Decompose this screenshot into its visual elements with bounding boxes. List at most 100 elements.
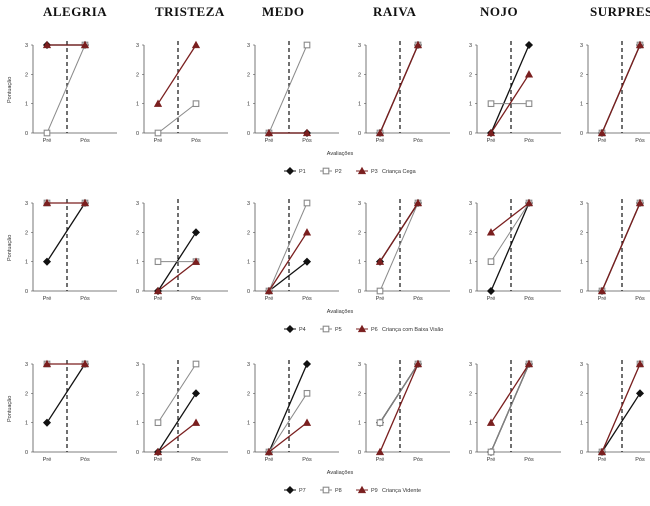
panel-nojo: 0 1 2 3 Pré Pós: [469, 40, 561, 144]
point-p3-pre: [42, 40, 52, 49]
series-line-p7: [46, 363, 86, 424]
y-tick-label: 0: [247, 450, 250, 456]
series-line-p2: [268, 44, 308, 134]
point-p6-pre: [264, 286, 274, 295]
series-line-p3: [157, 44, 197, 105]
y-tick-label: 1: [358, 260, 361, 266]
y-tick-label: 0: [136, 450, 139, 456]
legend-marker-p6: [357, 324, 367, 333]
point-p7-pre: [42, 418, 52, 427]
legend-marker-p9: [357, 485, 367, 494]
x-tick-label-pos: Pós: [635, 138, 645, 144]
x-tick-label-pre: Pré: [154, 296, 163, 302]
series-line-p3: [601, 44, 641, 134]
x-tick-label-pos: Pós: [524, 457, 534, 463]
y-tick-label: 1: [358, 421, 361, 427]
x-tick-label-pos: Pós: [413, 138, 423, 144]
y-tick-label: 1: [25, 102, 28, 108]
y-tick-label: 0: [25, 131, 28, 137]
series-line-p4: [268, 261, 308, 292]
series-line-p3: [490, 73, 530, 134]
x-tick-label-pos: Pós: [524, 138, 534, 144]
series-line-p5: [490, 202, 530, 262]
series-line-p9: [157, 422, 197, 453]
point-p4-pos: [191, 228, 201, 237]
panel-tristeza: 0 1 2 3 Pré Pós: [136, 199, 228, 302]
series-line-p5: [268, 202, 308, 292]
point-p5-pre: [487, 258, 495, 266]
y-tick-label: 3: [469, 201, 472, 207]
point-p7-pos: [302, 359, 312, 369]
emotion-header: RAIVA: [373, 4, 417, 19]
y-tick-label: 0: [469, 131, 472, 137]
point-p3-pre: [486, 128, 496, 137]
series-line-p8: [379, 363, 419, 423]
panel-raiva: 0 1 2 3 Pré Pós: [358, 198, 450, 302]
y-tick-label: 1: [580, 421, 583, 427]
y-tick-label: 2: [358, 391, 361, 397]
y-tick-label: 1: [580, 102, 583, 108]
y-tick-label: 3: [469, 43, 472, 49]
y-tick-label: 0: [358, 131, 361, 137]
x-tick-label-pos: Pós: [524, 296, 534, 302]
y-tick-label: 1: [136, 260, 139, 266]
y-axis-label: Pontuação: [7, 396, 13, 422]
y-tick-label: 2: [25, 72, 28, 78]
series-line-p4: [490, 202, 530, 292]
x-tick-label-pre: Pré: [265, 296, 274, 302]
point-p3-pos: [524, 70, 534, 78]
x-tick-label-pos: Pós: [80, 138, 90, 144]
y-tick-label: 0: [469, 450, 472, 456]
y-tick-label: 0: [25, 289, 28, 295]
series-line-p8: [268, 393, 308, 453]
point-p6-pre: [375, 257, 385, 265]
point-p6-pos: [302, 228, 312, 236]
x-tick-label-pre: Pré: [598, 457, 607, 463]
point-p9-pos: [524, 359, 534, 368]
point-p9-pos: [635, 359, 645, 368]
legend-label-p3: P3: [371, 169, 378, 175]
x-tick-label-pos: Pós: [80, 296, 90, 302]
y-tick-label: 2: [136, 391, 139, 397]
legend-label-p6: P6: [371, 327, 378, 333]
point-p3-pre: [597, 128, 607, 137]
point-p4-pre: [42, 257, 52, 266]
y-tick-label: 2: [469, 230, 472, 236]
y-tick-label: 2: [247, 391, 250, 397]
y-tick-label: 3: [580, 201, 583, 207]
y-tick-label: 3: [580, 362, 583, 368]
x-tick-label-pre: Pré: [154, 138, 163, 144]
y-tick-label: 1: [25, 421, 28, 427]
y-tick-label: 0: [136, 131, 139, 137]
legend: P7 P8 P9 Criança Vidente: [284, 485, 421, 495]
point-p3-pos: [635, 40, 645, 49]
point-p9-pre: [264, 447, 274, 456]
x-tick-label-pre: Pré: [487, 457, 496, 463]
panel-surpresa: 0 1 2 3 Pré Pós: [580, 198, 650, 302]
legend-marker-p8: [322, 486, 330, 494]
point-p9-pre: [42, 359, 52, 368]
y-tick-label: 0: [247, 131, 250, 137]
point-p3-pos: [413, 40, 423, 49]
panel-medo: 0 1 2 3 Pré Pós: [247, 199, 339, 302]
y-tick-label: 2: [25, 230, 28, 236]
point-p3-pre: [153, 99, 163, 107]
y-tick-label: 2: [358, 72, 361, 78]
point-p6-pos: [80, 198, 90, 207]
y-tick-label: 1: [469, 260, 472, 266]
y-tick-label: 1: [358, 102, 361, 108]
x-tick-label-pos: Pós: [302, 457, 312, 463]
series-line-p4: [46, 202, 86, 263]
point-p6-pre: [486, 228, 496, 236]
panel-alegria: 0 1 2 3 Pré Pós: [25, 40, 117, 144]
x-tick-label-pos: Pós: [191, 138, 201, 144]
point-p8-pre: [154, 419, 162, 427]
x-tick-label-pre: Pré: [43, 457, 52, 463]
legend-label-p5: P5: [335, 327, 342, 333]
legend-label-p8: P8: [335, 488, 342, 494]
x-axis-label: Avaliações: [327, 151, 354, 157]
legend-marker-p5: [322, 325, 330, 333]
point-p8-pos: [303, 389, 311, 397]
